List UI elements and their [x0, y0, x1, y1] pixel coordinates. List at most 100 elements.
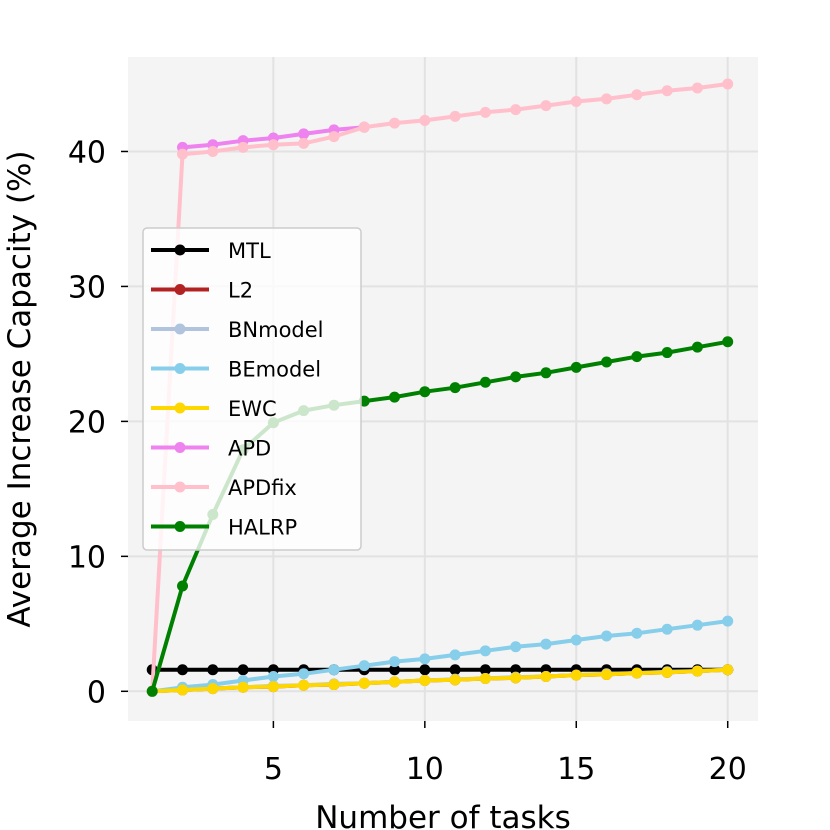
data-point-halrp: [601, 356, 613, 368]
data-point-ewc: [298, 679, 310, 691]
data-point-apdfix: [510, 104, 522, 116]
data-point-ewc: [479, 672, 491, 684]
y-tick-label: 10: [68, 540, 106, 575]
legend: MTL L2 BNmodel BEmodel EWC APD APDfix HALRP: [142, 227, 362, 551]
data-point-ewc: [510, 672, 522, 684]
legend-box: [142, 227, 362, 551]
legend-marker: [174, 481, 186, 493]
y-tick-label: 20: [68, 405, 106, 440]
data-point-bemodel: [510, 641, 522, 653]
data-point-apdfix: [419, 114, 431, 126]
data-point-mtl: [419, 664, 431, 676]
data-point-apdfix: [661, 85, 673, 97]
data-point-ewc: [540, 670, 552, 682]
y-tick-label: 30: [68, 270, 106, 305]
legend-item-bnmodel: BNmodel: [151, 318, 324, 342]
data-point-ewc: [601, 668, 613, 680]
data-point-halrp: [540, 367, 552, 379]
data-point-halrp: [661, 347, 673, 359]
series-apdfix: [146, 78, 734, 697]
data-point-halrp: [631, 351, 643, 363]
legend-label: BEmodel: [228, 358, 321, 382]
legend-item-bemodel: BEmodel: [151, 358, 321, 382]
data-point-ewc: [691, 665, 703, 677]
x-tick-label: 5: [264, 752, 283, 787]
data-point-apdfix: [601, 93, 613, 105]
x-axis-label: Number of tasks: [315, 800, 571, 830]
data-point-ewc: [177, 684, 189, 696]
data-point-apdfix: [691, 82, 703, 94]
data-point-mtl: [449, 664, 461, 676]
x-tick-label: 15: [557, 752, 595, 787]
data-point-ewc: [419, 675, 431, 687]
data-point-halrp: [691, 341, 703, 353]
data-point-halrp: [570, 361, 582, 373]
data-point-bemodel: [722, 615, 734, 627]
data-point-ewc: [570, 669, 582, 681]
y-axis-label: Average Increase Capacity (%): [2, 150, 38, 627]
legend-label: APDfix: [228, 476, 297, 500]
data-point-ewc: [267, 681, 279, 693]
legend-marker: [174, 363, 186, 374]
data-point-halrp: [722, 336, 734, 348]
data-point-bemodel: [298, 668, 310, 680]
data-point-apdfix: [358, 121, 370, 133]
data-point-mtl: [389, 664, 401, 676]
data-point-mtl: [177, 664, 189, 676]
legend-marker: [174, 323, 186, 335]
x-tick-label: 20: [709, 752, 747, 787]
data-point-halrp: [479, 376, 491, 388]
legend-marker: [174, 284, 186, 295]
data-point-apd: [298, 128, 310, 140]
y-tick-label: 40: [68, 135, 106, 170]
data-point-apdfix: [479, 106, 491, 118]
data-point-halrp: [389, 391, 401, 403]
data-point-bemodel: [328, 664, 340, 676]
legend-item-apd: APD: [151, 437, 271, 461]
data-point-mtl: [237, 664, 249, 676]
legend-label: L2: [228, 279, 253, 303]
data-point-apdfix: [389, 117, 401, 129]
data-point-mtl: [207, 664, 219, 676]
data-point-bemodel: [449, 649, 461, 661]
legend-label: MTL: [228, 239, 271, 263]
data-point-halrp: [177, 580, 189, 592]
data-point-apdfix: [631, 89, 643, 101]
legend-label: EWC: [228, 397, 277, 421]
data-point-bemodel: [631, 627, 643, 639]
data-point-bemodel: [570, 634, 582, 646]
data-point-apdfix: [237, 141, 249, 153]
legend-label: APD: [228, 437, 271, 461]
data-point-ewc: [631, 667, 643, 679]
data-point-ewc: [449, 674, 461, 686]
data-point-halrp: [146, 685, 158, 697]
data-point-bemodel: [358, 660, 370, 672]
data-point-ewc: [661, 666, 673, 678]
data-point-apdfix: [540, 100, 552, 112]
x-tick-label: 10: [406, 752, 444, 787]
data-point-halrp: [419, 386, 431, 398]
data-point-mtl: [479, 664, 491, 676]
data-point-bemodel: [479, 645, 491, 657]
data-point-ewc: [328, 679, 340, 691]
data-point-apdfix: [570, 96, 582, 108]
legend-item-ewc: EWC: [151, 397, 277, 421]
legend-item-apdfix: APDfix: [151, 476, 297, 500]
data-point-ewc: [358, 677, 370, 689]
data-point-apdfix: [298, 137, 310, 149]
series-ewc: [146, 664, 734, 697]
data-point-ewc: [237, 681, 249, 693]
data-point-apdfix: [177, 148, 189, 160]
data-point-apdfix: [449, 110, 461, 122]
data-point-bemodel: [661, 623, 673, 635]
data-point-halrp: [449, 382, 461, 394]
axis-ticks: 5 10 15 20 0 10 20 30 40: [68, 135, 747, 787]
legend-item-l2: L2: [151, 279, 253, 303]
legend-marker: [174, 402, 186, 414]
data-point-bemodel: [389, 656, 401, 668]
data-point-bemodel: [540, 638, 552, 650]
data-point-bemodel: [419, 653, 431, 665]
series-layer: [146, 78, 734, 697]
data-point-bemodel: [267, 670, 279, 682]
